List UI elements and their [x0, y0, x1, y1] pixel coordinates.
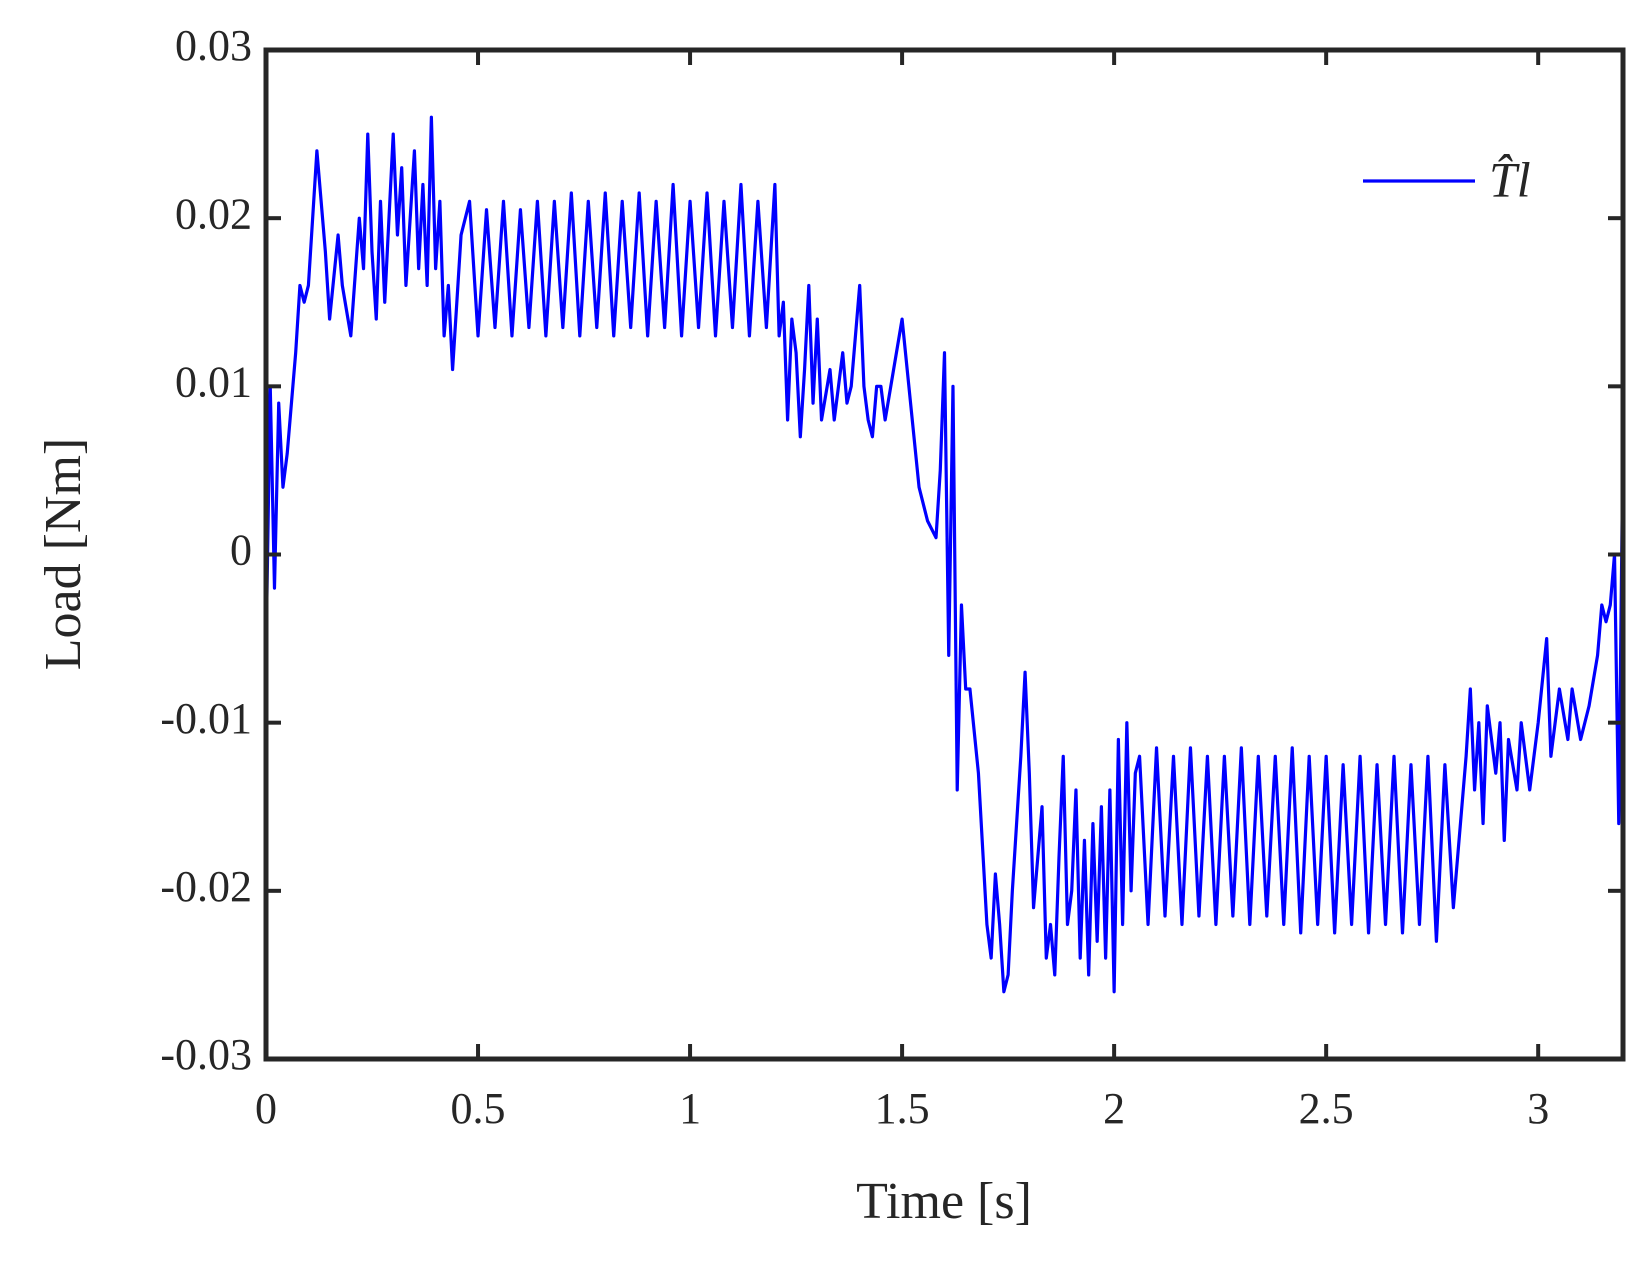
x-tick-label: 2	[1103, 1084, 1125, 1133]
x-tick-label: 0	[255, 1084, 277, 1133]
y-tick-label: 0.01	[175, 357, 252, 406]
data-line	[264, 115, 1625, 994]
x-tick-label: 1.5	[875, 1084, 930, 1133]
y-tick-label: 0.03	[175, 21, 252, 70]
x-axis-label: Time [s]	[856, 1173, 1032, 1230]
x-tick-label: 1	[679, 1084, 701, 1133]
x-tick-label: 2.5	[1299, 1084, 1354, 1133]
y-tick-label: -0.03	[160, 1030, 252, 1079]
y-tick-label: -0.01	[160, 694, 252, 743]
x-tick-label: 0.5	[451, 1084, 506, 1133]
x-tick-label: 3	[1527, 1084, 1549, 1133]
y-axis-label: Load [Nm]	[35, 438, 92, 670]
plot-area	[264, 115, 1625, 994]
y-tick-label: 0	[230, 526, 252, 575]
y-tick-label: -0.02	[160, 862, 252, 911]
legend-label: T̂l	[1489, 151, 1531, 207]
y-tick-label: 0.02	[175, 189, 252, 238]
axes-box	[263, 47, 1626, 1062]
